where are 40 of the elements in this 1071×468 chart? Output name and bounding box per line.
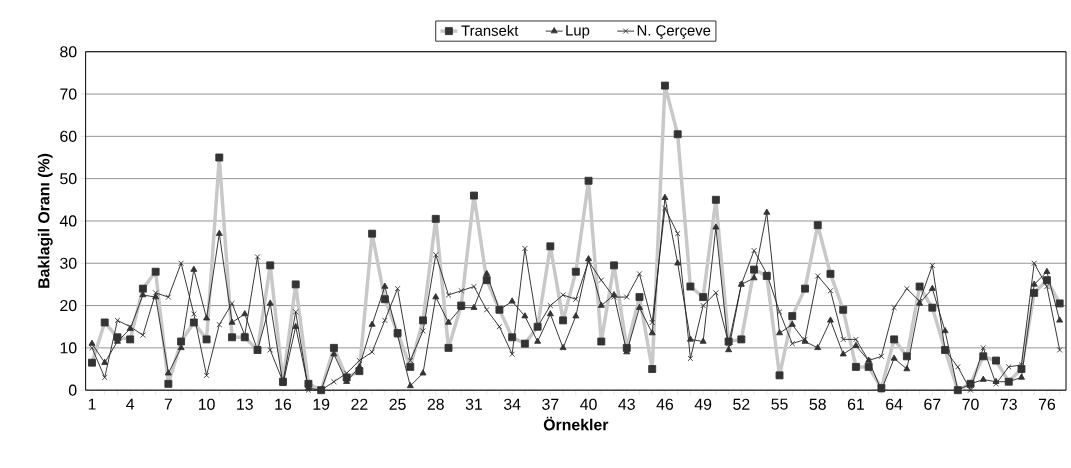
y-tick-label: 60 <box>60 130 77 143</box>
x-tick-label: 58 <box>809 398 826 410</box>
y-tick-label: 80 <box>60 46 77 58</box>
x-tick-label: 16 <box>275 398 292 410</box>
x-tick-label: 67 <box>924 398 941 410</box>
x-tick-label: 64 <box>886 398 903 410</box>
x-tick-label: 73 <box>1000 398 1017 410</box>
y-tick-label: 30 <box>60 257 77 269</box>
y-tick-label: 20 <box>60 300 77 312</box>
y-axis-title: Baklagil Oranı (%) <box>37 153 53 288</box>
x-tick-label: 22 <box>351 398 368 410</box>
x-tick-label: 19 <box>313 398 330 410</box>
legend-label: N. Çerçeve <box>637 25 711 39</box>
x-tick-label: 43 <box>618 398 635 410</box>
legend-label: Lup <box>566 25 590 39</box>
y-tick-label: 40 <box>59 215 77 227</box>
x-tick-label: 46 <box>656 398 674 410</box>
x-tick-label: 28 <box>427 398 444 410</box>
x-tick-label: 7 <box>164 398 172 410</box>
x-tick-label: 1 <box>88 398 96 410</box>
x-tick-label: 70 <box>962 398 979 410</box>
x-tick-label: 61 <box>847 398 864 410</box>
x-tick-label: 13 <box>237 398 253 410</box>
x-tick-label: 31 <box>465 398 482 410</box>
x-tick-label: 49 <box>694 398 712 410</box>
x-tick-label: 55 <box>771 398 788 410</box>
x-tick-label: 40 <box>580 398 597 410</box>
x-tick-label: 37 <box>542 398 559 410</box>
y-tick-label: 70 <box>60 88 77 100</box>
y-tick-label: 50 <box>60 173 77 185</box>
x-tick-label: 4 <box>126 398 135 410</box>
y-tick-label: 10 <box>60 342 77 354</box>
x-tick-label: 76 <box>1038 398 1056 410</box>
x-tick-label: 52 <box>733 398 750 410</box>
x-axis-title: Örnekler <box>543 416 609 431</box>
x-tick-label: 10 <box>198 398 215 410</box>
x-tick-label: 34 <box>503 398 521 410</box>
legend-label: Transekt <box>461 25 519 36</box>
y-tick-label: 0 <box>68 384 77 396</box>
x-tick-label: 25 <box>389 398 406 410</box>
